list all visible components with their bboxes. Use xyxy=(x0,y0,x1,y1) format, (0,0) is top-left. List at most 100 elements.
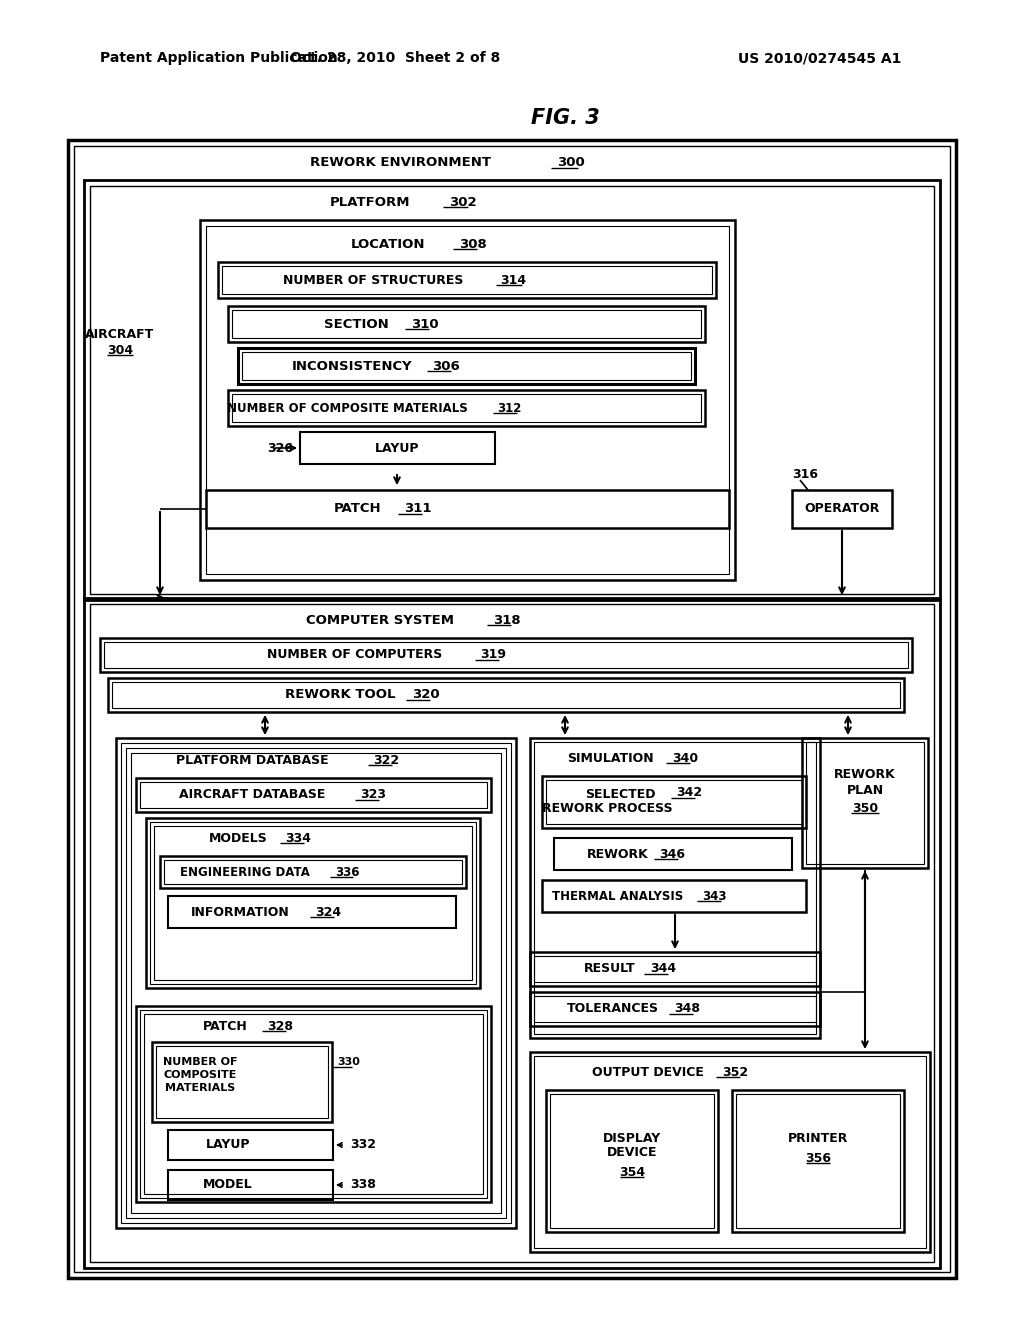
Text: 324: 324 xyxy=(315,906,341,919)
Bar xyxy=(530,738,820,1038)
Bar xyxy=(104,642,908,668)
Bar xyxy=(150,822,476,983)
Bar xyxy=(300,432,495,465)
Bar xyxy=(156,1045,328,1118)
Text: 310: 310 xyxy=(411,318,438,330)
Bar xyxy=(152,1041,332,1122)
Text: 314: 314 xyxy=(500,273,526,286)
Text: 318: 318 xyxy=(493,614,520,627)
Text: THERMAL ANALYSIS: THERMAL ANALYSIS xyxy=(552,890,684,903)
Bar xyxy=(90,605,934,1262)
Bar xyxy=(131,752,501,1213)
Bar xyxy=(546,780,802,824)
Bar xyxy=(530,993,820,1026)
Bar xyxy=(530,952,820,986)
Bar xyxy=(168,1170,333,1200)
Text: TOLERANCES: TOLERANCES xyxy=(567,1002,659,1015)
Text: REWORK: REWORK xyxy=(835,768,896,781)
Text: LAYUP: LAYUP xyxy=(375,441,419,454)
Text: 323: 323 xyxy=(360,788,386,801)
Bar xyxy=(534,956,816,982)
Text: LOCATION: LOCATION xyxy=(351,238,425,251)
Text: Oct. 28, 2010  Sheet 2 of 8: Oct. 28, 2010 Sheet 2 of 8 xyxy=(290,51,500,65)
Text: 304: 304 xyxy=(106,343,133,356)
Text: DEVICE: DEVICE xyxy=(607,1147,657,1159)
Text: REWORK ENVIRONMENT: REWORK ENVIRONMENT xyxy=(309,157,490,169)
Bar xyxy=(112,682,900,708)
Bar xyxy=(84,598,940,1269)
Bar xyxy=(228,306,705,342)
Text: 350: 350 xyxy=(852,801,878,814)
Text: 346: 346 xyxy=(659,847,685,861)
Bar xyxy=(100,638,912,672)
Text: COMPUTER SYSTEM: COMPUTER SYSTEM xyxy=(306,614,454,627)
Text: 300: 300 xyxy=(557,157,585,169)
Text: NUMBER OF COMPUTERS: NUMBER OF COMPUTERS xyxy=(267,648,442,661)
Bar xyxy=(228,389,705,426)
Bar xyxy=(164,861,462,884)
Text: RESULT: RESULT xyxy=(584,962,636,975)
Text: DISPLAY: DISPLAY xyxy=(603,1131,662,1144)
Text: 311: 311 xyxy=(404,503,431,516)
Text: NUMBER OF: NUMBER OF xyxy=(163,1057,238,1067)
Text: SECTION: SECTION xyxy=(324,318,388,330)
Text: AIRCRAFT: AIRCRAFT xyxy=(85,329,155,342)
Text: 338: 338 xyxy=(350,1179,376,1192)
Bar xyxy=(222,267,712,294)
Text: 356: 356 xyxy=(805,1151,831,1164)
Text: REWORK TOOL: REWORK TOOL xyxy=(285,689,395,701)
Text: INFORMATION: INFORMATION xyxy=(190,906,290,919)
Bar xyxy=(238,348,695,384)
Text: OPERATOR: OPERATOR xyxy=(804,503,880,516)
Bar xyxy=(542,880,806,912)
Bar xyxy=(90,186,934,594)
Text: 354: 354 xyxy=(618,1166,645,1179)
Bar xyxy=(144,1014,483,1195)
Bar xyxy=(200,220,735,579)
Text: AIRCRAFT DATABASE: AIRCRAFT DATABASE xyxy=(179,788,326,801)
Bar xyxy=(534,742,816,1034)
Bar xyxy=(242,352,691,380)
Text: REWORK PROCESS: REWORK PROCESS xyxy=(542,801,673,814)
Bar xyxy=(140,781,487,808)
Text: NUMBER OF COMPOSITE MATERIALS: NUMBER OF COMPOSITE MATERIALS xyxy=(226,401,467,414)
Text: LAYUP: LAYUP xyxy=(206,1138,250,1151)
Text: MODELS: MODELS xyxy=(209,832,267,845)
Text: MODEL: MODEL xyxy=(203,1179,253,1192)
Text: COMPOSITE: COMPOSITE xyxy=(163,1071,237,1080)
Bar xyxy=(146,818,480,987)
Text: PATCH: PATCH xyxy=(334,503,382,516)
Text: 348: 348 xyxy=(674,1002,700,1015)
Bar xyxy=(802,738,928,869)
Bar xyxy=(121,743,511,1224)
Text: 328: 328 xyxy=(267,1019,293,1032)
Bar xyxy=(140,1010,487,1199)
Text: SIMULATION: SIMULATION xyxy=(566,751,653,764)
Bar xyxy=(554,838,792,870)
Text: SELECTED: SELECTED xyxy=(585,788,655,800)
Text: 352: 352 xyxy=(722,1065,749,1078)
Text: 302: 302 xyxy=(449,195,476,209)
Bar xyxy=(792,490,892,528)
Text: 330: 330 xyxy=(337,1057,359,1067)
Text: PRINTER: PRINTER xyxy=(787,1131,848,1144)
Bar xyxy=(206,490,729,528)
Text: 336: 336 xyxy=(335,866,359,879)
Text: OUTPUT DEVICE: OUTPUT DEVICE xyxy=(592,1065,703,1078)
Bar xyxy=(534,997,816,1022)
Bar xyxy=(546,1090,718,1232)
Text: 326: 326 xyxy=(267,441,293,454)
Bar xyxy=(534,1056,926,1247)
Text: US 2010/0274545 A1: US 2010/0274545 A1 xyxy=(738,51,902,65)
Bar xyxy=(74,147,950,1272)
Bar xyxy=(732,1090,904,1232)
Text: PLATFORM DATABASE: PLATFORM DATABASE xyxy=(176,754,329,767)
Text: PATCH: PATCH xyxy=(203,1019,248,1032)
Bar xyxy=(108,678,904,711)
Text: PLAN: PLAN xyxy=(847,784,884,796)
Bar xyxy=(84,180,940,601)
Text: FIG. 3: FIG. 3 xyxy=(530,108,599,128)
Text: 308: 308 xyxy=(459,238,486,251)
Text: PLATFORM: PLATFORM xyxy=(330,195,411,209)
Text: 342: 342 xyxy=(676,787,702,800)
